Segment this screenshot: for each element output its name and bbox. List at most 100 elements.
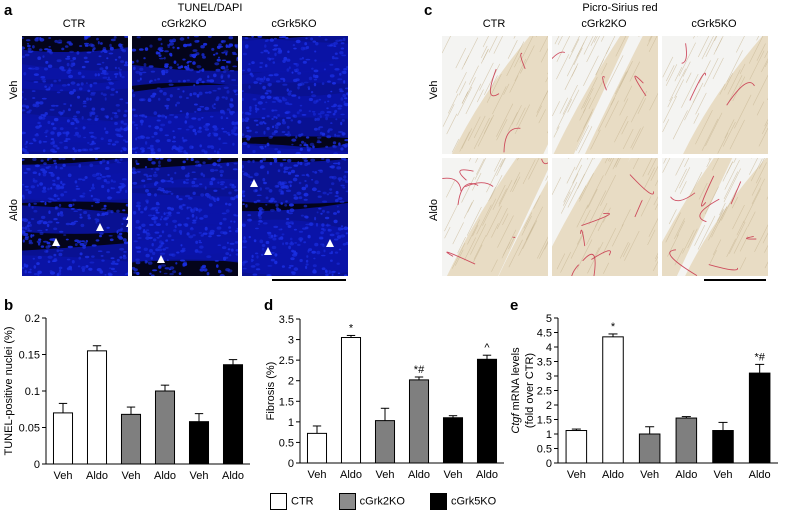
bar: [602, 336, 624, 464]
x-tick-label: Aldo: [476, 469, 498, 481]
picrosirius-micrograph: [552, 158, 658, 276]
x-tick-label: Aldo: [86, 470, 108, 482]
y-tick-label: 0.15: [19, 350, 40, 362]
x-tick-label: Aldo: [602, 469, 624, 481]
x-tick-label: Aldo: [154, 470, 176, 482]
tunel-micrograph: [242, 36, 348, 154]
legend-swatch-grk5: [429, 493, 447, 510]
x-tick-label: Veh: [54, 470, 73, 482]
legend: CTR cGrk2KO cGrk5KO: [270, 493, 518, 510]
x-tick-label: Veh: [444, 469, 463, 481]
picrosirius-micrograph: [442, 158, 548, 276]
y-axis-label: Ctgf mRNA levels: [510, 347, 522, 434]
panel-a-row-veh: Veh: [8, 80, 20, 100]
x-tick-label: Aldo: [340, 469, 362, 481]
tunel-micrograph: [22, 158, 128, 276]
panel-letter-d: d: [264, 297, 274, 314]
y-tick-label: 0: [546, 458, 552, 470]
y-tick-label: 0.05: [19, 423, 40, 435]
legend-label-grk2: cGrk2KO: [359, 495, 405, 508]
tunel-micrograph: [22, 36, 128, 154]
panel-a-title: TUNEL/DAPI: [177, 2, 243, 14]
y-tick-label: 4.5: [537, 328, 552, 340]
bar: [52, 412, 74, 465]
y-tick-label: 2.5: [537, 386, 552, 398]
x-tick-label: Veh: [640, 469, 659, 481]
x-tick-label: Aldo: [408, 469, 430, 481]
y-tick-label: 1.5: [537, 415, 552, 427]
x-tick-label: Aldo: [222, 470, 244, 482]
tunel-micrograph: [242, 158, 348, 276]
bar: [340, 337, 362, 464]
picrosirius-micrograph: [442, 36, 548, 154]
bar: [306, 432, 328, 464]
x-tick-label: Veh: [567, 469, 586, 481]
picrosirius-micrograph: [662, 36, 768, 154]
x-tick-label: Veh: [714, 469, 733, 481]
chart-ctgf-mrna: 0 0.5 1 1.5 2 2.5 3 3.5 4 4.5 5 Ctgf mRNA levels (fo…: [508, 300, 788, 498]
y-axis-label-line2: (fold over CTR): [524, 353, 536, 428]
panel-c-title: Picro-Sirius red: [582, 2, 658, 14]
x-tick-label: Veh: [190, 470, 209, 482]
bar: [748, 372, 771, 464]
y-tick-label: 0.2: [25, 313, 40, 325]
legend-swatch-grk2: [338, 493, 356, 510]
panel-letter-e: e: [510, 297, 519, 314]
bar: [638, 433, 661, 464]
y-tick-label: 5: [546, 313, 552, 325]
panel-a-row-aldo: Aldo: [8, 198, 20, 222]
scale-bar-a: [272, 279, 346, 281]
panel-a-col-grk2: cGrk2KO: [161, 18, 207, 30]
legend-label-ctr: CTR: [291, 495, 314, 508]
picrosirius-micrograph: [662, 158, 768, 276]
y-tick-label: 1: [546, 429, 552, 441]
scale-bar-c: [704, 279, 766, 281]
legend-item-ctr: CTR: [270, 493, 314, 510]
bar: [442, 417, 464, 464]
bar: [712, 430, 734, 464]
significance-mark: *#: [414, 364, 425, 376]
y-tick-label: 3: [546, 371, 552, 383]
panel-a-col-grk5: cGrk5KO: [271, 18, 317, 30]
x-tick-label: Veh: [122, 470, 141, 482]
x-tick-label: Veh: [308, 469, 327, 481]
panel-c-row-veh: Veh: [428, 80, 440, 100]
panel-letter-b: b: [4, 297, 14, 314]
y-axis-label: Fibrosis (%): [265, 362, 277, 421]
significance-mark: *: [611, 321, 616, 333]
y-tick-label: 2: [546, 400, 552, 412]
picrosirius-micrograph: [552, 36, 658, 154]
y-tick-label: 3.5: [279, 314, 294, 326]
y-tick-label: 3: [288, 335, 294, 347]
panel-letter-a: a: [4, 2, 13, 19]
y-tick-label: 2.5: [279, 355, 294, 367]
y-tick-label: 0.1: [25, 386, 40, 398]
legend-swatch-ctr: [270, 493, 287, 510]
bar: [476, 358, 498, 464]
legend-item-grk5: cGrk5KO: [429, 493, 496, 510]
y-tick-label: 0.5: [537, 444, 552, 456]
y-tick-label: 0: [34, 459, 40, 471]
bar: [188, 421, 210, 465]
y-tick-label: 0.5: [279, 437, 294, 449]
x-tick-label: Veh: [376, 469, 395, 481]
tunel-micrograph: [132, 36, 238, 154]
y-axis-label: TUNEL-positive nuclei (%): [3, 327, 15, 456]
y-tick-label: 2: [288, 376, 294, 388]
bar: [120, 413, 142, 465]
panel-letter-c: c: [424, 2, 433, 19]
bar: [408, 379, 430, 464]
legend-item-grk2: cGrk2KO: [338, 493, 405, 510]
x-tick-label: Aldo: [749, 469, 771, 481]
bar: [154, 390, 176, 465]
panel-c-col-ctr: CTR: [482, 18, 506, 30]
y-tick-label: 1.5: [279, 396, 294, 408]
bar: [222, 364, 244, 465]
bar: [675, 417, 698, 464]
y-tick-label: 4: [546, 342, 552, 354]
chart-tunel-positive: 0 0.05 0.1 0.15 0.2 TUNEL-positive nuclei (%)…: [0, 300, 262, 498]
y-tick-label: 0: [288, 458, 294, 470]
bar: [565, 430, 588, 464]
significance-mark: ^: [484, 342, 490, 354]
panel-c-col-grk5: cGrk5KO: [691, 18, 737, 30]
